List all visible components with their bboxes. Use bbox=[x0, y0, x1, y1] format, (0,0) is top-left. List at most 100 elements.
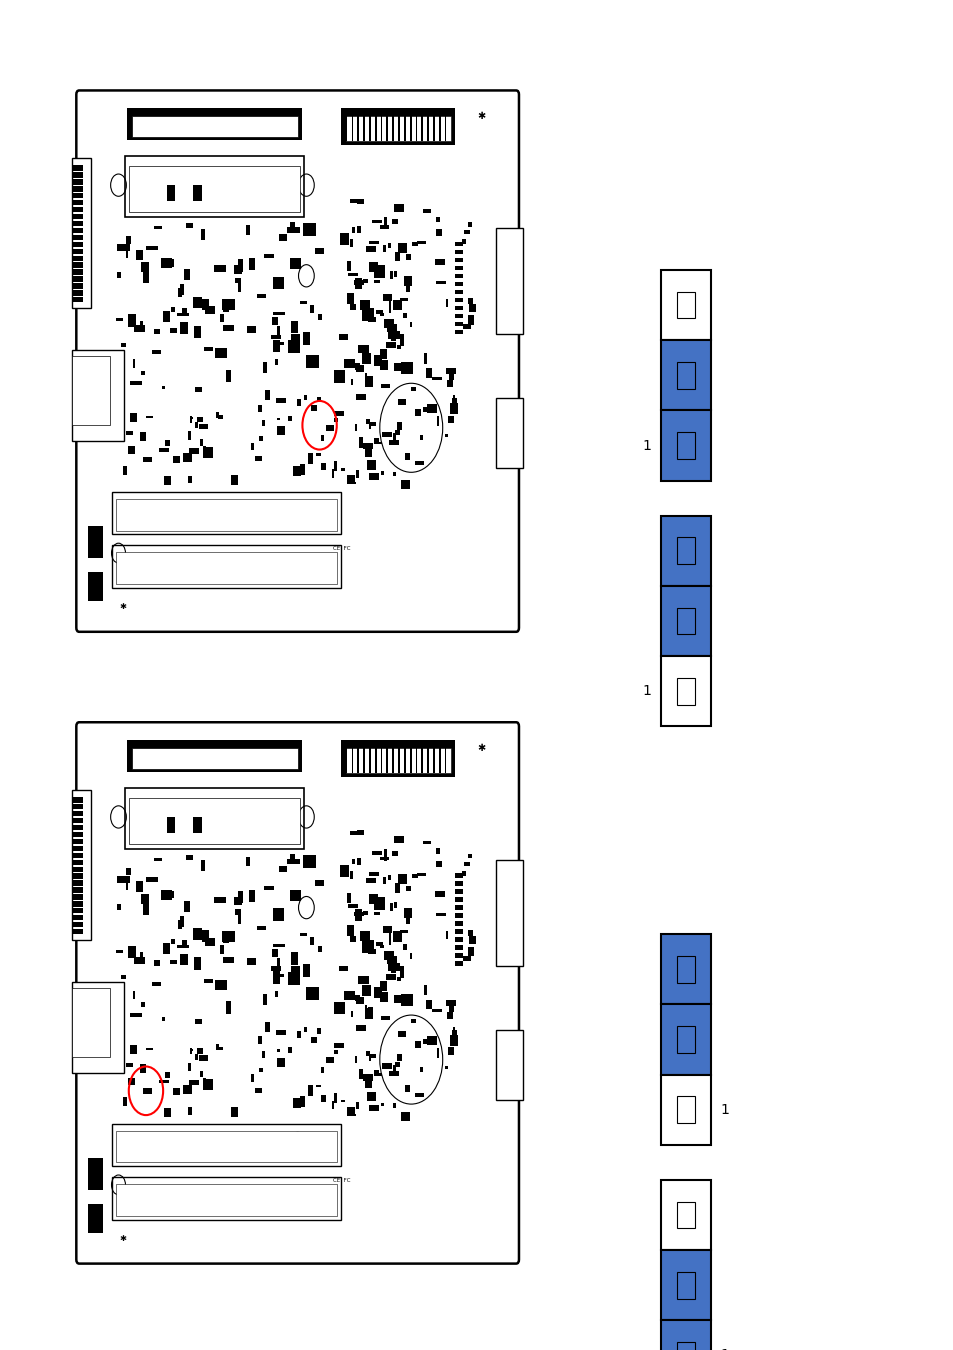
Bar bbox=[125, 787, 304, 849]
Bar bbox=[384, 217, 387, 230]
Text: ✱: ✱ bbox=[119, 602, 126, 612]
Bar bbox=[140, 1064, 146, 1073]
Bar bbox=[432, 377, 441, 379]
Bar bbox=[350, 936, 356, 942]
Bar bbox=[365, 373, 367, 375]
Bar bbox=[372, 220, 381, 223]
Bar bbox=[189, 448, 198, 454]
Bar bbox=[277, 427, 285, 435]
Bar bbox=[171, 960, 176, 964]
Bar bbox=[369, 748, 371, 774]
Bar bbox=[246, 225, 250, 235]
Bar bbox=[214, 348, 227, 358]
Bar bbox=[392, 850, 397, 856]
Bar bbox=[355, 470, 358, 478]
Bar bbox=[71, 922, 83, 927]
Bar bbox=[299, 933, 306, 936]
Bar bbox=[427, 748, 429, 774]
Bar bbox=[380, 359, 388, 370]
Bar bbox=[306, 987, 319, 1000]
Bar bbox=[272, 949, 278, 957]
Bar bbox=[436, 216, 440, 221]
Bar bbox=[355, 1056, 356, 1064]
Bar bbox=[71, 351, 124, 441]
Bar bbox=[131, 413, 136, 423]
Bar bbox=[397, 116, 399, 142]
Bar bbox=[88, 526, 103, 559]
Bar bbox=[348, 273, 357, 275]
Bar bbox=[71, 193, 83, 198]
Bar bbox=[382, 432, 392, 437]
Bar bbox=[302, 964, 310, 977]
Bar bbox=[357, 344, 369, 352]
Bar bbox=[366, 1092, 375, 1102]
Bar bbox=[676, 1342, 695, 1350]
Bar bbox=[296, 400, 300, 406]
Bar bbox=[464, 863, 469, 865]
Bar bbox=[676, 1202, 695, 1228]
Bar bbox=[198, 300, 208, 305]
Bar bbox=[394, 836, 403, 844]
Bar bbox=[355, 363, 359, 370]
Bar bbox=[660, 340, 710, 410]
Bar bbox=[71, 290, 83, 296]
Bar bbox=[368, 872, 378, 876]
Bar bbox=[273, 909, 284, 921]
Bar bbox=[273, 277, 284, 289]
Bar bbox=[193, 957, 200, 971]
Bar bbox=[452, 398, 456, 408]
Bar bbox=[450, 404, 457, 414]
Bar bbox=[436, 228, 441, 235]
Bar bbox=[401, 994, 413, 1006]
Bar bbox=[190, 1049, 193, 1052]
Bar bbox=[406, 254, 411, 259]
Bar bbox=[123, 1098, 127, 1107]
Bar bbox=[335, 1042, 344, 1048]
Bar bbox=[152, 981, 161, 985]
Bar bbox=[364, 448, 372, 456]
Bar bbox=[188, 475, 192, 483]
Bar bbox=[366, 460, 375, 470]
Bar bbox=[660, 516, 710, 586]
Bar bbox=[463, 956, 470, 961]
Bar bbox=[369, 474, 379, 479]
Bar bbox=[146, 416, 152, 418]
Bar bbox=[355, 1102, 358, 1110]
Bar bbox=[374, 1073, 381, 1076]
Bar bbox=[201, 860, 205, 871]
Bar bbox=[200, 1071, 203, 1077]
Bar bbox=[452, 1027, 455, 1034]
Bar bbox=[383, 926, 392, 933]
Bar bbox=[444, 748, 446, 774]
Bar bbox=[455, 937, 462, 942]
Bar bbox=[304, 1027, 307, 1031]
Bar bbox=[143, 273, 149, 284]
Bar bbox=[397, 400, 405, 405]
Bar bbox=[374, 279, 379, 284]
Bar bbox=[363, 1075, 373, 1081]
Bar bbox=[116, 552, 336, 585]
Bar bbox=[274, 991, 277, 996]
Bar bbox=[468, 946, 474, 956]
Bar bbox=[660, 1180, 710, 1250]
Bar bbox=[362, 308, 374, 312]
Bar bbox=[389, 931, 391, 945]
Bar bbox=[360, 931, 369, 941]
Bar bbox=[357, 857, 360, 865]
Bar bbox=[264, 254, 274, 258]
Bar bbox=[290, 223, 294, 231]
Bar bbox=[222, 325, 234, 332]
Bar bbox=[112, 1177, 341, 1219]
Bar bbox=[334, 370, 344, 382]
Bar bbox=[424, 354, 426, 363]
Bar bbox=[455, 313, 462, 319]
Bar bbox=[382, 1064, 392, 1069]
Bar bbox=[380, 1103, 383, 1107]
Bar bbox=[366, 879, 375, 883]
Bar bbox=[344, 991, 355, 1000]
Bar bbox=[444, 433, 448, 437]
Bar bbox=[249, 890, 255, 902]
Bar bbox=[660, 410, 710, 481]
Bar bbox=[368, 317, 375, 323]
Bar bbox=[444, 116, 446, 142]
